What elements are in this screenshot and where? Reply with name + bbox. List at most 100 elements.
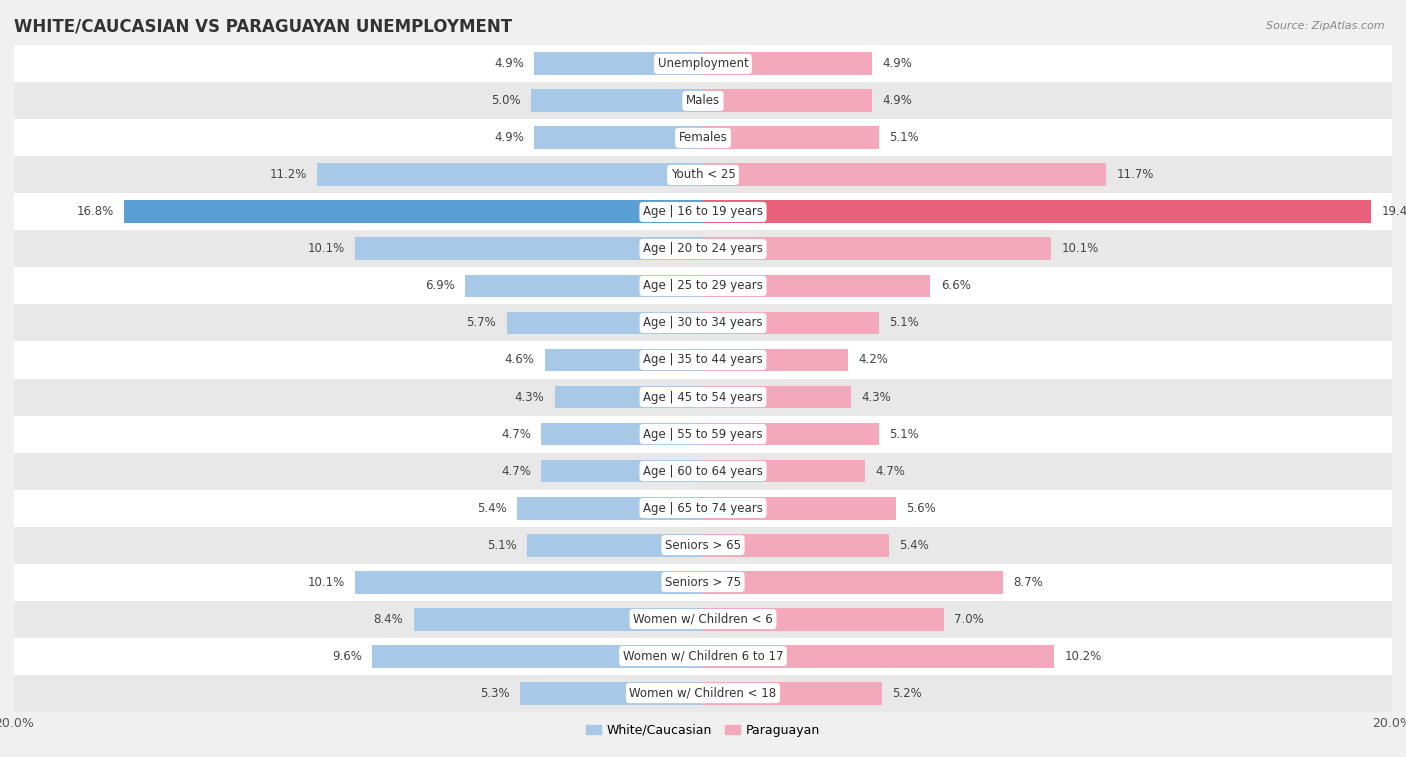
Text: WHITE/CAUCASIAN VS PARAGUAYAN UNEMPLOYMENT: WHITE/CAUCASIAN VS PARAGUAYAN UNEMPLOYME… bbox=[14, 17, 512, 36]
Bar bbox=[14, 83, 1392, 120]
Bar bbox=[703, 459, 865, 482]
Bar bbox=[703, 681, 882, 705]
Text: 4.3%: 4.3% bbox=[515, 391, 544, 403]
Text: Age | 45 to 54 years: Age | 45 to 54 years bbox=[643, 391, 763, 403]
Bar bbox=[14, 267, 1392, 304]
Text: 5.1%: 5.1% bbox=[889, 428, 918, 441]
Bar bbox=[14, 453, 1392, 490]
Bar bbox=[703, 348, 848, 372]
Bar bbox=[14, 120, 1392, 157]
Text: 7.0%: 7.0% bbox=[955, 612, 984, 625]
Legend: White/Caucasian, Paraguayan: White/Caucasian, Paraguayan bbox=[581, 719, 825, 742]
Text: Age | 16 to 19 years: Age | 16 to 19 years bbox=[643, 205, 763, 219]
Bar bbox=[541, 459, 703, 482]
Text: 8.4%: 8.4% bbox=[374, 612, 404, 625]
Text: Age | 30 to 34 years: Age | 30 to 34 years bbox=[643, 316, 763, 329]
Bar bbox=[517, 497, 703, 519]
Text: 6.6%: 6.6% bbox=[941, 279, 970, 292]
Text: 10.1%: 10.1% bbox=[308, 242, 344, 255]
Text: 9.6%: 9.6% bbox=[332, 650, 361, 662]
Bar bbox=[14, 378, 1392, 416]
Text: Age | 20 to 24 years: Age | 20 to 24 years bbox=[643, 242, 763, 255]
Text: 11.2%: 11.2% bbox=[270, 169, 307, 182]
Bar bbox=[703, 89, 872, 112]
Bar bbox=[124, 201, 703, 223]
Bar bbox=[14, 674, 1392, 712]
Bar bbox=[555, 385, 703, 409]
Text: Unemployment: Unemployment bbox=[658, 58, 748, 70]
Bar bbox=[14, 341, 1392, 378]
Text: Age | 60 to 64 years: Age | 60 to 64 years bbox=[643, 465, 763, 478]
Text: Women w/ Children 6 to 17: Women w/ Children 6 to 17 bbox=[623, 650, 783, 662]
Bar bbox=[14, 600, 1392, 637]
Text: Source: ZipAtlas.com: Source: ZipAtlas.com bbox=[1267, 21, 1385, 31]
Bar bbox=[373, 645, 703, 668]
Text: Age | 55 to 59 years: Age | 55 to 59 years bbox=[643, 428, 763, 441]
Text: Seniors > 65: Seniors > 65 bbox=[665, 538, 741, 552]
Bar bbox=[541, 422, 703, 445]
Text: 16.8%: 16.8% bbox=[77, 205, 114, 219]
Bar bbox=[703, 645, 1054, 668]
Bar bbox=[703, 126, 879, 149]
Text: 4.9%: 4.9% bbox=[494, 132, 524, 145]
Text: 4.2%: 4.2% bbox=[858, 354, 887, 366]
Text: Males: Males bbox=[686, 95, 720, 107]
Bar bbox=[703, 497, 896, 519]
Bar bbox=[14, 527, 1392, 563]
Bar bbox=[531, 89, 703, 112]
Bar bbox=[703, 422, 879, 445]
Text: 5.3%: 5.3% bbox=[481, 687, 510, 699]
Text: 4.6%: 4.6% bbox=[505, 354, 534, 366]
Bar bbox=[506, 312, 703, 335]
Text: 10.2%: 10.2% bbox=[1064, 650, 1102, 662]
Text: Females: Females bbox=[679, 132, 727, 145]
Bar bbox=[703, 608, 945, 631]
Bar bbox=[703, 571, 1002, 593]
Text: Age | 25 to 29 years: Age | 25 to 29 years bbox=[643, 279, 763, 292]
Bar bbox=[465, 275, 703, 298]
Bar bbox=[703, 385, 851, 409]
Text: 4.7%: 4.7% bbox=[501, 465, 531, 478]
Bar bbox=[14, 157, 1392, 194]
Text: 5.1%: 5.1% bbox=[889, 132, 918, 145]
Bar bbox=[14, 490, 1392, 527]
Bar bbox=[703, 275, 931, 298]
Bar bbox=[703, 312, 879, 335]
Bar bbox=[14, 563, 1392, 600]
Text: 5.6%: 5.6% bbox=[907, 502, 936, 515]
Text: 5.4%: 5.4% bbox=[477, 502, 506, 515]
Bar bbox=[14, 416, 1392, 453]
Bar bbox=[534, 126, 703, 149]
Text: Youth < 25: Youth < 25 bbox=[671, 169, 735, 182]
Bar bbox=[703, 201, 1371, 223]
Bar bbox=[356, 238, 703, 260]
Bar bbox=[14, 194, 1392, 230]
Bar bbox=[520, 681, 703, 705]
Text: 4.7%: 4.7% bbox=[501, 428, 531, 441]
Text: 4.9%: 4.9% bbox=[494, 58, 524, 70]
Text: 10.1%: 10.1% bbox=[1062, 242, 1098, 255]
Text: 8.7%: 8.7% bbox=[1012, 575, 1043, 588]
Text: Women w/ Children < 18: Women w/ Children < 18 bbox=[630, 687, 776, 699]
Text: 5.7%: 5.7% bbox=[467, 316, 496, 329]
Bar bbox=[14, 637, 1392, 674]
Text: 4.9%: 4.9% bbox=[882, 58, 912, 70]
Text: 4.9%: 4.9% bbox=[882, 95, 912, 107]
Text: Age | 65 to 74 years: Age | 65 to 74 years bbox=[643, 502, 763, 515]
Bar bbox=[14, 45, 1392, 83]
Text: Women w/ Children < 6: Women w/ Children < 6 bbox=[633, 612, 773, 625]
Text: 19.4%: 19.4% bbox=[1382, 205, 1406, 219]
Text: 5.4%: 5.4% bbox=[900, 538, 929, 552]
Bar bbox=[703, 238, 1050, 260]
Bar bbox=[544, 348, 703, 372]
Bar bbox=[356, 571, 703, 593]
Text: 10.1%: 10.1% bbox=[308, 575, 344, 588]
Bar bbox=[14, 230, 1392, 267]
Bar bbox=[534, 52, 703, 76]
Bar bbox=[703, 52, 872, 76]
Text: Age | 35 to 44 years: Age | 35 to 44 years bbox=[643, 354, 763, 366]
Text: 4.7%: 4.7% bbox=[875, 465, 905, 478]
Text: 5.0%: 5.0% bbox=[491, 95, 520, 107]
Bar bbox=[14, 304, 1392, 341]
Bar bbox=[318, 164, 703, 186]
